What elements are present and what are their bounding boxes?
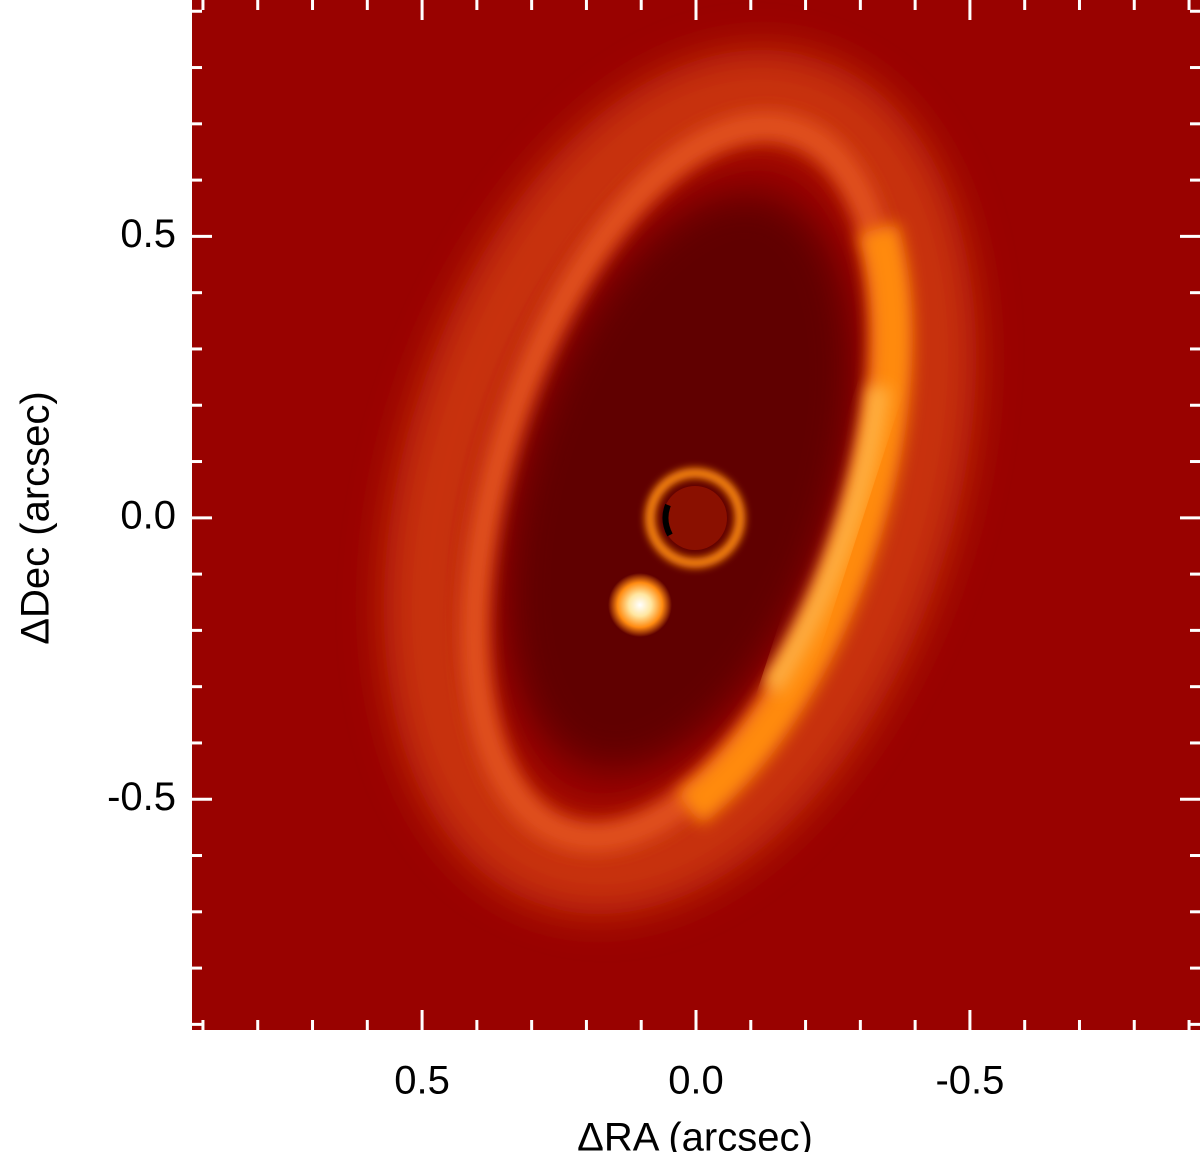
disk-image	[192, 0, 1200, 1030]
x-tick-label: 0.5	[394, 1059, 450, 1103]
bright-arc-core	[761, 385, 891, 695]
x-tick-label: 0.0	[668, 1059, 724, 1103]
disk	[383, 49, 977, 915]
x-axis-label: ΔRA (arcsec)	[577, 1116, 813, 1152]
coronagraph	[663, 486, 727, 550]
inner-ring	[645, 468, 745, 568]
cavity	[505, 192, 855, 772]
bright-arc	[677, 222, 913, 825]
y-tick-label: 0.0	[120, 493, 176, 537]
y-tick-label: -0.5	[107, 775, 176, 819]
outer-halo	[383, 49, 977, 915]
y-axis-label: ΔDec (arcsec)	[14, 391, 58, 644]
artifact	[662, 503, 673, 537]
companion	[608, 573, 672, 637]
y-tick-label: 0.5	[120, 212, 176, 256]
ticks	[192, 0, 1200, 1030]
x-tick-label: -0.5	[935, 1059, 1004, 1103]
